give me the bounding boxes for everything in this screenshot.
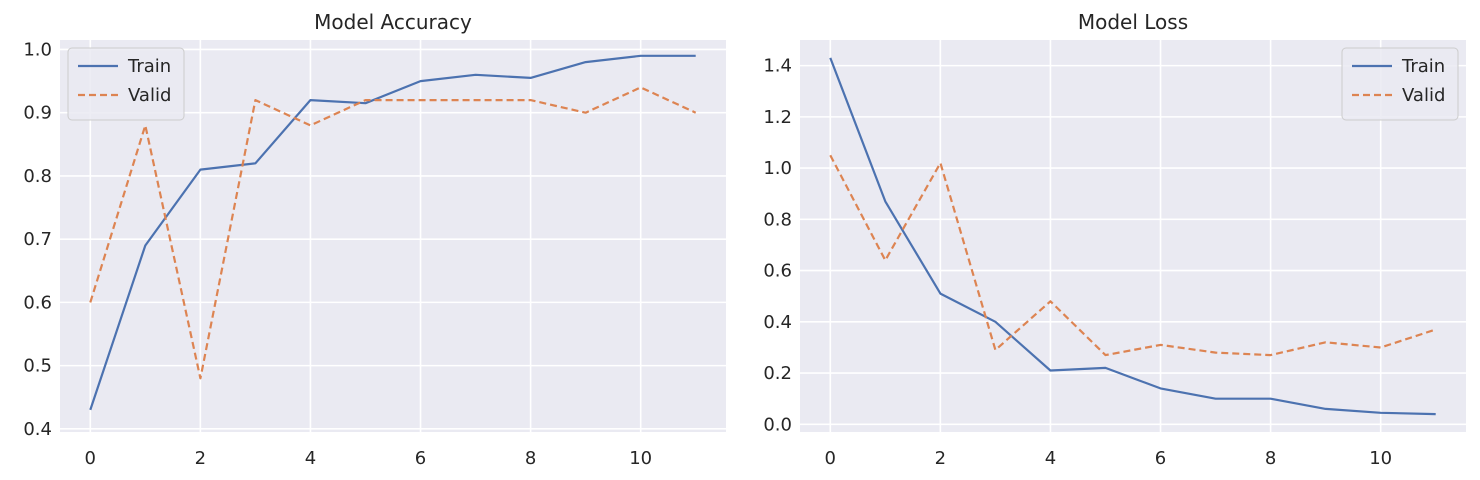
y-tick-label: 1.2 [763, 107, 792, 128]
series-line-train [829, 57, 1436, 416]
legend-label-train: Train [1401, 56, 1445, 77]
x-tick-label: 8 [1265, 448, 1276, 469]
chart-title: Model Accuracy [314, 10, 472, 34]
accuracy-chart-panel: Model Accuracy 0 2 4 6 8 10 0.4 0.5 0.6 0.7 0.8 0.9 1… [23, 10, 726, 469]
legend: Train Valid [67, 47, 185, 121]
y-tick-label: 0.8 [23, 166, 52, 187]
y-tick-label: 0.5 [23, 356, 52, 377]
legend-label-valid: Valid [1402, 85, 1445, 106]
y-tick-label: 1.0 [763, 158, 792, 179]
y-tick-label: 0.9 [23, 103, 52, 124]
x-tick-label: 10 [1369, 448, 1392, 469]
legend-label-valid: Valid [128, 85, 171, 106]
x-tick-label: 6 [415, 448, 426, 469]
series-line-valid [829, 154, 1437, 357]
x-tick-label: 8 [525, 448, 536, 469]
legend: Train Valid [1341, 47, 1459, 121]
y-tick-label: 0.6 [763, 261, 792, 282]
y-tick-label: 0.0 [763, 414, 792, 435]
x-tick-label: 0 [85, 448, 96, 469]
series-line-valid [89, 86, 697, 380]
x-tick-label: 10 [629, 448, 652, 469]
x-tick-label: 0 [825, 448, 836, 469]
chart-title: Model Loss [1078, 10, 1188, 34]
y-tick-label: 1.0 [23, 39, 52, 60]
loss-chart-panel: Model Loss 0 2 4 6 8 10 0.0 0.2 0.4 0.6 0.8 1.0 1.2 1.… [763, 10, 1466, 469]
y-tick-label: 0.6 [23, 292, 52, 313]
x-tick-label: 2 [935, 448, 946, 469]
x-tick-label: 2 [195, 448, 206, 469]
y-tick-label: 0.8 [763, 209, 792, 230]
y-tick-label: 0.4 [763, 312, 792, 333]
y-tick-label: 1.4 [763, 56, 792, 77]
x-tick-label: 4 [305, 448, 316, 469]
series-line-train [89, 54, 696, 411]
y-tick-label: 0.7 [23, 229, 52, 250]
y-tick-label: 0.4 [23, 419, 52, 440]
legend-label-train: Train [127, 56, 171, 77]
y-tick-label: 0.2 [763, 363, 792, 384]
x-tick-label: 6 [1155, 448, 1166, 469]
x-tick-label: 4 [1045, 448, 1056, 469]
